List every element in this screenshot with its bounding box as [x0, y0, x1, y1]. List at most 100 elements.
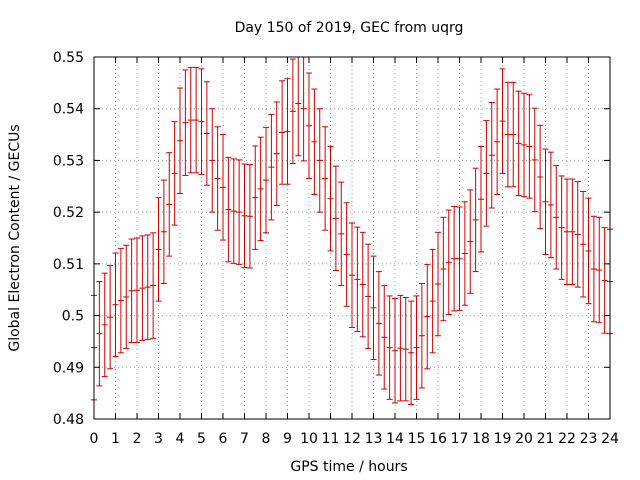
x-tick-label: 21: [537, 431, 555, 447]
x-axis-title: GPS time / hours: [290, 459, 407, 475]
error-bar: [246, 164, 253, 269]
error-bar: [101, 272, 108, 378]
axis-ticks: [93, 56, 611, 420]
y-tick-label: 0.5: [62, 309, 84, 325]
error-bar: [273, 101, 280, 206]
error-bar: [107, 264, 114, 370]
x-tick-label: 12: [343, 431, 361, 447]
error-bar: [580, 190, 587, 298]
error-bar: [402, 296, 409, 402]
error-bar: [515, 90, 522, 197]
error-bar: [467, 189, 474, 294]
error-bar: [193, 66, 200, 174]
y-tick-label: 0.49: [53, 360, 84, 376]
x-tick-label: 3: [154, 431, 163, 447]
error-bar: [386, 295, 393, 400]
error-bar: [117, 247, 124, 354]
x-tick-label: 4: [176, 431, 185, 447]
x-tick-label: 10: [300, 431, 318, 447]
error-bar: [187, 66, 194, 174]
x-tick-label: 16: [429, 431, 447, 447]
error-bar: [349, 222, 355, 328]
x-tick-label: 14: [386, 431, 404, 447]
error-bar: [553, 165, 560, 270]
error-bar: [392, 298, 398, 404]
x-tick-label: 11: [322, 431, 340, 447]
x-tick-labels: 0 1 2 3 4 5 6 7 8 9 10 11 12 13 14 15 16 17 18 19 20 21 22 23 24: [90, 431, 619, 447]
error-bar: [332, 165, 339, 272]
error-bar: [542, 148, 549, 256]
error-bar: [478, 145, 484, 253]
error-bar: [526, 94, 533, 199]
error-bar: [456, 206, 463, 311]
y-tick-label: 0.54: [53, 102, 84, 118]
error-bar: [510, 81, 517, 188]
y-tick-labels: 0.48 0.49 0.5 0.51 0.52 0.53 0.54 0.55: [53, 50, 84, 428]
error-bar: [521, 92, 527, 198]
error-bar: [160, 179, 167, 285]
error-bar: [128, 238, 135, 343]
error-bar: [322, 126, 329, 231]
x-tick-label: 1: [111, 431, 120, 447]
y-tick-label: 0.55: [53, 50, 84, 66]
error-bar: [225, 156, 232, 263]
error-bar: [343, 202, 350, 307]
error-bar: [381, 285, 388, 390]
error-bar: [461, 201, 468, 306]
error-bar: [547, 151, 554, 259]
error-bar: [418, 283, 425, 389]
error-bar: [440, 216, 447, 322]
error-bar: [338, 181, 345, 287]
x-tick-label: 13: [365, 431, 383, 447]
error-bar: [585, 197, 592, 305]
error-bar: [241, 163, 248, 268]
error-bar: [504, 81, 511, 188]
error-bar: [166, 152, 173, 257]
error-bar: [209, 108, 216, 213]
error-bar: [531, 107, 538, 213]
error-bar: [499, 68, 506, 174]
error-bar: [155, 197, 162, 302]
chart-title: Day 150 of 2019, GEC from uqrg: [235, 20, 464, 36]
error-bar: [574, 181, 581, 288]
x-tick-label: 17: [451, 431, 469, 447]
x-tick-label: 19: [494, 431, 512, 447]
error-bar: [451, 205, 458, 312]
y-tick-label: 0.52: [53, 205, 84, 221]
error-bar: [488, 102, 495, 209]
x-tick-label: 24: [601, 431, 619, 447]
error-bar: [123, 244, 130, 350]
error-bar: [214, 126, 221, 231]
x-tick-label: 23: [580, 431, 598, 447]
x-tick-label: 15: [408, 431, 426, 447]
error-bar: [413, 295, 420, 400]
error-bar: [397, 294, 404, 402]
error-bar: [252, 145, 259, 250]
error-bar: [359, 231, 366, 338]
error-bar: [139, 235, 146, 341]
error-bar: [435, 231, 441, 337]
error-bar: [230, 158, 237, 264]
error-bar: [327, 145, 334, 252]
error-bar: [150, 232, 157, 339]
x-tick-label: 18: [472, 431, 490, 447]
x-tick-label: 5: [197, 431, 206, 447]
x-tick-label: 2: [133, 431, 142, 447]
error-bar: [472, 167, 479, 273]
x-tick-label: 22: [558, 431, 576, 447]
error-bar: [370, 255, 377, 361]
error-bar: [483, 120, 490, 227]
error-bar: [564, 178, 570, 286]
error-bar: [182, 69, 189, 176]
error-bar: [311, 88, 318, 196]
x-tick-label: 9: [283, 431, 292, 447]
error-bar: [203, 81, 210, 186]
error-bar: [306, 72, 312, 180]
error-bar: [354, 226, 361, 333]
error-bar: [220, 134, 226, 241]
error-bar: [144, 234, 151, 340]
x-tick-label: 8: [262, 431, 271, 447]
error-bar: [537, 124, 544, 230]
error-bar: [569, 178, 576, 286]
